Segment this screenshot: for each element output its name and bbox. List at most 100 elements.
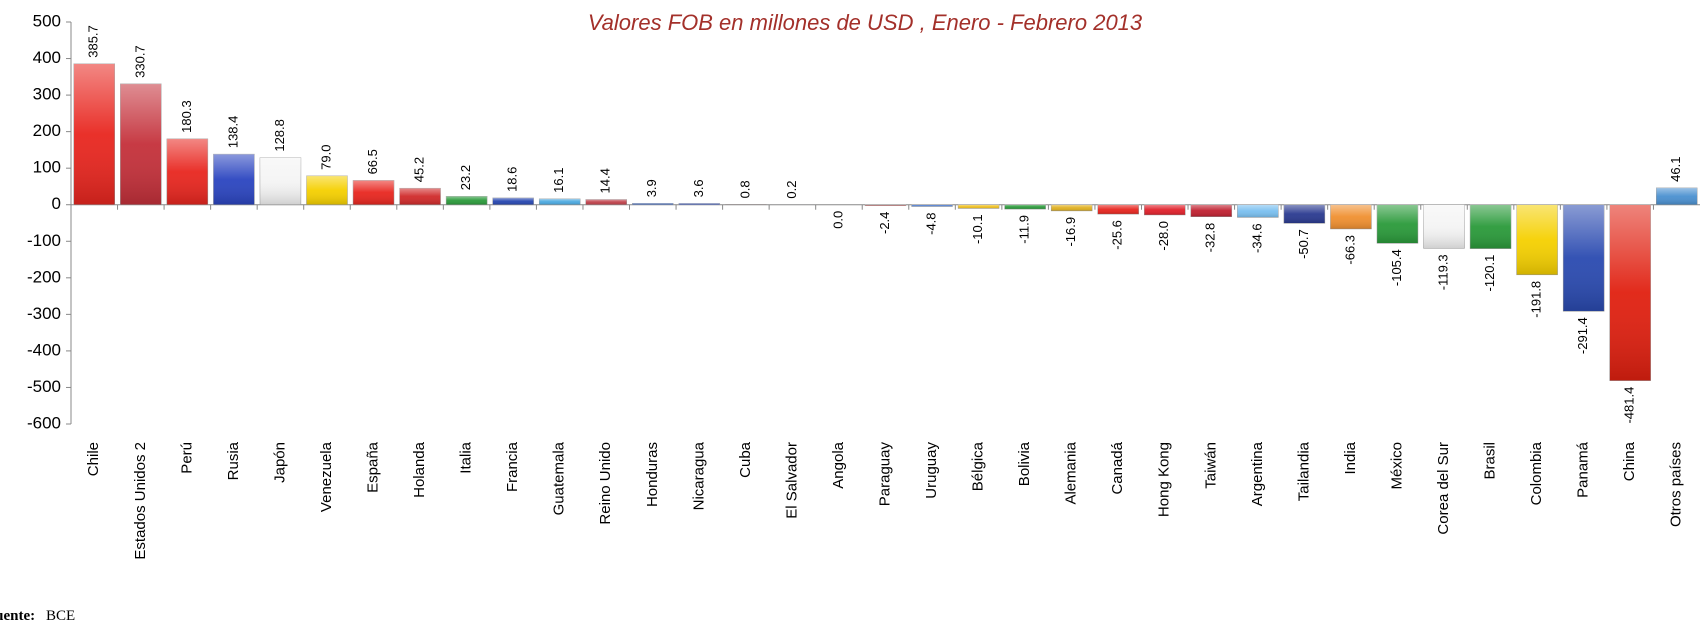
bar-gloss bbox=[1004, 204, 1046, 210]
bar-gloss bbox=[1470, 204, 1512, 249]
value-label: -2.4 bbox=[877, 212, 892, 234]
x-tick-label: Paraguay bbox=[876, 442, 893, 507]
y-tick-label: 100 bbox=[33, 158, 61, 177]
value-label: -10.1 bbox=[970, 214, 985, 244]
bar-gloss bbox=[678, 203, 720, 205]
bar-gloss bbox=[166, 138, 208, 205]
bar-gloss bbox=[399, 188, 441, 205]
value-label: 0.2 bbox=[784, 181, 799, 199]
value-label: 46.1 bbox=[1668, 157, 1683, 182]
bar-gloss bbox=[1144, 204, 1186, 215]
source: BCE bbox=[46, 608, 75, 624]
x-tick-label: Chile bbox=[85, 442, 102, 476]
bar-gloss bbox=[259, 157, 301, 205]
x-tick-label: México bbox=[1388, 442, 1405, 490]
value-label: 0.8 bbox=[737, 180, 752, 198]
value-label: -11.9 bbox=[1017, 215, 1032, 244]
bar-gloss bbox=[1190, 204, 1232, 217]
x-tick-label: Perú bbox=[178, 442, 195, 474]
bar-gloss bbox=[1097, 204, 1139, 215]
bar-gloss bbox=[539, 198, 581, 205]
value-label: -32.8 bbox=[1203, 223, 1218, 253]
y-tick-label: -600 bbox=[27, 413, 61, 432]
x-tick-label: Bolivia bbox=[1016, 441, 1033, 486]
bar-gloss bbox=[585, 199, 627, 205]
bar-gloss bbox=[1051, 204, 1093, 211]
value-label: 14.4 bbox=[598, 168, 613, 193]
value-label: -119.3 bbox=[1435, 254, 1450, 290]
x-tick-label: El Salvador bbox=[783, 442, 800, 519]
y-tick-label: -200 bbox=[27, 267, 61, 286]
x-tick-label: Nicaragua bbox=[690, 441, 707, 510]
value-label: 45.2 bbox=[412, 157, 427, 182]
bar-gloss bbox=[1330, 204, 1372, 229]
value-label: 23.2 bbox=[458, 165, 473, 190]
value-label: -191.8 bbox=[1529, 281, 1544, 318]
bar-gloss bbox=[446, 196, 488, 205]
y-tick-label: 200 bbox=[33, 121, 61, 140]
bar-gloss bbox=[1237, 204, 1279, 218]
y-tick-label: -400 bbox=[27, 340, 61, 359]
bar-gloss bbox=[1563, 204, 1605, 312]
value-label: -16.9 bbox=[1063, 217, 1078, 247]
x-tick-label: Canadá bbox=[1109, 441, 1126, 494]
y-tick-label: -500 bbox=[27, 377, 61, 396]
value-label: 16.1 bbox=[551, 168, 566, 193]
y-tick-label: -100 bbox=[27, 231, 61, 250]
x-tick-label: Estados Unidos 2 bbox=[132, 442, 149, 560]
x-tick-label: Otros países bbox=[1668, 442, 1685, 527]
x-tick-label: Cuba bbox=[737, 441, 754, 478]
value-label: -25.6 bbox=[1110, 220, 1125, 250]
x-tick-label: China bbox=[1621, 441, 1638, 481]
bar-gloss bbox=[632, 203, 674, 205]
value-label: 79.0 bbox=[318, 145, 333, 170]
x-tick-label: España bbox=[364, 441, 381, 493]
y-tick-label: 500 bbox=[33, 11, 61, 30]
bar-gloss bbox=[73, 63, 115, 205]
value-label: 3.6 bbox=[691, 179, 706, 197]
value-label: -120.1 bbox=[1482, 255, 1497, 292]
bar-gloss bbox=[1656, 187, 1698, 205]
y-tick-label: 400 bbox=[33, 48, 61, 67]
x-tick-label: Guatemala bbox=[551, 441, 568, 515]
y-tick-label: -300 bbox=[27, 304, 61, 323]
bar-gloss bbox=[1609, 204, 1651, 381]
x-tick-label: Holanda bbox=[411, 441, 428, 498]
value-label: -66.3 bbox=[1342, 235, 1357, 265]
bar-gloss bbox=[353, 180, 395, 205]
value-label: 66.5 bbox=[365, 149, 380, 174]
x-tick-label: Colombia bbox=[1528, 441, 1545, 505]
x-tick-label: Honduras bbox=[644, 442, 661, 507]
bar-gloss bbox=[1516, 204, 1558, 275]
bar-gloss bbox=[865, 204, 906, 206]
x-tick-label: Uruguay bbox=[923, 442, 940, 499]
x-tick-label: Venezuela bbox=[318, 441, 335, 512]
x-tick-label: Brasil bbox=[1482, 442, 1499, 480]
bar-gloss bbox=[492, 197, 534, 205]
x-tick-label: Alemania bbox=[1063, 441, 1080, 504]
x-tick-label: Corea del Sur bbox=[1435, 442, 1452, 535]
x-tick-label: Hong Kong bbox=[1156, 442, 1173, 517]
bar-gloss bbox=[911, 204, 953, 207]
x-tick-label: Panamá bbox=[1575, 441, 1592, 498]
bar-gloss bbox=[306, 175, 348, 205]
value-label: -291.4 bbox=[1575, 317, 1590, 354]
bar-gloss bbox=[1283, 204, 1325, 224]
value-label: 128.8 bbox=[272, 119, 287, 152]
value-label: -105.4 bbox=[1389, 249, 1404, 286]
x-tick-label: Taiwán bbox=[1202, 442, 1219, 489]
value-label: 138.4 bbox=[225, 116, 240, 149]
x-tick-label: Italia bbox=[458, 441, 475, 473]
x-tick-label: Francia bbox=[504, 441, 521, 492]
bar-gloss bbox=[120, 83, 162, 205]
source-label: Fuente: bbox=[0, 608, 35, 624]
x-tick-label: Rusia bbox=[225, 441, 242, 480]
x-tick-label: India bbox=[1342, 441, 1359, 474]
x-tick-label: Argentina bbox=[1249, 441, 1266, 506]
value-label: 330.7 bbox=[132, 45, 147, 78]
bar-gloss bbox=[1423, 204, 1465, 249]
value-label: -34.6 bbox=[1249, 223, 1264, 253]
value-label: 3.9 bbox=[644, 179, 659, 197]
bar-gloss bbox=[1376, 204, 1418, 244]
bar-gloss bbox=[958, 204, 1000, 209]
